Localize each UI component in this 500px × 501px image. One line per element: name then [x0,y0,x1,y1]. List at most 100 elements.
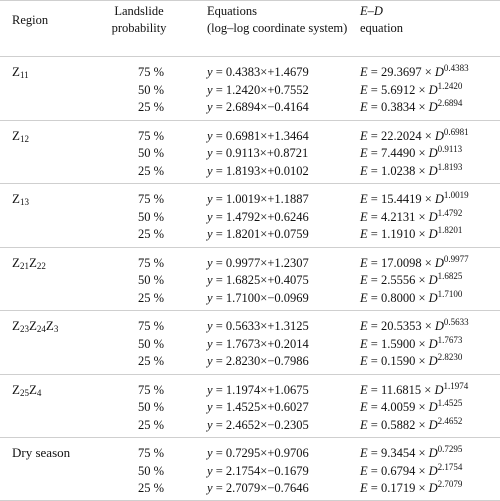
ed-equation-cell: E = 0.8000 × D1.7100 [360,289,462,307]
eq-equals: = [212,163,226,178]
ed-times: × [415,481,429,495]
ed-E: E [360,354,368,368]
ed-coefficient: 1.1910 [380,227,416,241]
linear-equation-cell: y = 2.8230×−0.7986 [207,353,309,370]
ed-D: D [428,481,438,495]
ed-exponent: 1.4792 [437,207,463,218]
ed-equals: = [367,446,381,460]
eq-sign: − [267,481,275,495]
eq-y: y [207,481,213,495]
probability-cell: 75 % [137,192,164,206]
eq-equals: = [212,273,226,287]
ed-times: × [415,400,429,414]
eq-slope: 2.4652 [225,417,261,432]
ed-E: E [360,290,368,305]
eq-equals: = [212,336,226,351]
ed-equals: = [367,192,381,206]
probability-cell: 75 % [137,446,164,460]
ed-equation-cell: E = 0.3834 × D2.6894 [360,99,462,116]
table-row: 75 % y = 0.9977×+1.2307 E = 17.0098 × D0.9… [0,254,500,272]
eq-intercept: 0.0102 [274,163,309,178]
eq-times: × [260,290,268,305]
linear-equation-cell: y = 1.4792×+0.6246 [207,209,309,226]
table-group: Z21Z22 75 % y = 0.9977×+1.2307 E = 17.0098 … [0,246,500,311]
ed-D: D [434,382,444,397]
ed-equals: = [367,319,381,333]
header-probability: Landslide probability [93,3,185,37]
ed-D: D [434,128,444,143]
eq-equals: = [212,82,226,97]
ed-exponent: 1.4525 [437,398,463,408]
ed-coefficient: 0.3834 [380,100,416,114]
ed-equals: = [367,209,381,224]
ed-D: D [428,417,438,432]
eq-slope: 1.4525 [225,400,261,414]
table-row: 25 % y = 2.6894×−0.4164 E = 0.3834 × D2.68… [0,99,500,116]
eq-slope: 2.1754 [225,463,261,478]
table-row: 25 % y = 2.8230×−0.7986 E = 0.1590 × D2.82… [0,353,500,370]
ed-E: E [360,209,368,224]
eq-slope: 1.7100 [225,290,261,305]
ed-equals: = [367,273,381,287]
eq-intercept: 0.8721 [273,146,309,160]
probability-cell: 25 % [137,100,164,114]
linear-equation-cell: y = 1.0019×+1.1887 [207,191,309,208]
ed-exponent: 1.1974 [443,380,469,391]
ed-times: × [415,417,429,432]
ed-D: D [428,290,438,305]
eq-intercept: 0.1679 [274,463,309,478]
eq-intercept: 0.4075 [274,273,309,287]
ed-D: D [428,273,438,287]
region-subscript: 13 [19,197,29,207]
eq-y: y [207,65,213,79]
ed-D: D [428,354,438,368]
ed-coefficient: 4.2131 [380,209,416,224]
ed-equals: = [367,354,381,368]
linear-equation-cell: y = 1.4525×+0.6027 [207,399,309,416]
eq-y: y [207,227,213,241]
ed-exponent: 1.6825 [437,271,463,281]
ed-times: × [421,128,435,143]
eq-times: × [260,192,268,206]
ed-D: D [428,227,438,241]
ed-coefficient: 2.5556 [380,273,416,287]
eq-times: × [260,481,268,495]
ed-equation-cell: E = 1.5900 × D1.7673 [360,335,462,353]
eq-slope: 1.7673 [225,336,261,351]
table-group: Z12 75 % y = 0.6981×+1.3464 E = 22.2024 × D… [0,119,500,184]
eq-y: y [207,209,213,224]
ed-equation-cell: E = 1.1910 × D1.8201 [360,226,462,243]
ed-equation-cell: E = 9.3454 × D0.7295 [360,445,462,462]
ed-coefficient: 17.0098 [380,255,422,270]
eq-times: × [260,227,268,241]
linear-equation-cell: y = 1.8201×+0.0759 [207,226,309,243]
eq-intercept: 1.2307 [274,255,309,270]
table-group: Z23Z24Z3 75 % y = 0.5633×+1.3125 E = 20.535… [0,310,500,374]
ed-times: × [421,65,435,79]
ed-E: E [360,382,368,397]
eq-sign: − [267,354,275,368]
ed-exponent: 1.0019 [443,190,469,200]
linear-equation-cell: y = 0.5633×+1.3125 [207,318,309,335]
ed-D: D [428,336,438,351]
ed-exponent: 2.7079 [437,479,463,489]
ed-times: × [415,100,429,114]
region-name: Z13 [12,190,29,207]
ed-coefficient: 4.0059 [380,400,416,414]
ed-exponent: 0.9113 [437,144,463,154]
ed-equals: = [367,417,381,432]
eq-equals: = [212,65,226,79]
table-group: Z25Z4 75 % y = 1.1974×+1.0675 E = 11.6815 ×… [0,373,500,438]
probability-cell: 25 % [137,417,164,432]
eq-y: y [207,128,213,143]
eq-sign: + [267,336,275,351]
eq-equals: = [212,319,226,333]
eq-y: y [207,354,213,368]
ed-equation-cell: E = 0.5882 × D2.4652 [360,416,462,434]
ed-coefficient: 0.1719 [380,481,416,495]
ed-coefficient: 0.6794 [380,463,416,478]
ed-D: D [428,146,438,160]
probability-cell: 75 % [137,65,164,79]
eq-equals: = [212,255,226,270]
eq-intercept: 0.7552 [274,82,309,97]
